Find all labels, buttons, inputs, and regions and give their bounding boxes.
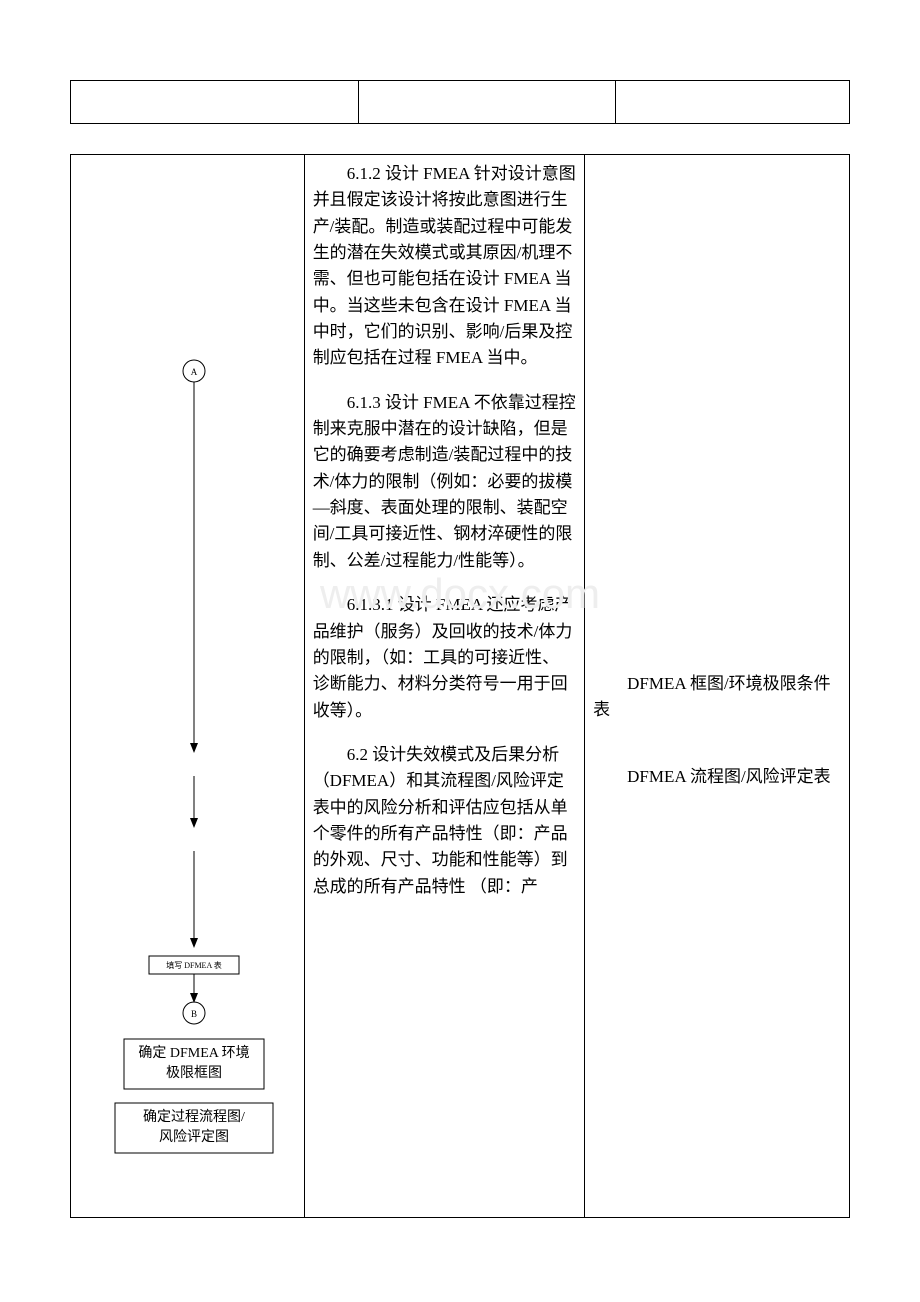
right-block: DFMEA 框图/环境极限条件表 DFMEA 流程图/风险评定表 [593,671,841,790]
box2-line1: 确定过程流程图/ [143,1110,245,1125]
box1-line1: 确定 DFMEA 环境 [138,1046,249,1061]
box1: 确定 DFMEA 环境 极限框图 [124,1044,264,1083]
col-output: DFMEA 框图/环境极限条件表 DFMEA 流程图/风险评定表 [585,155,850,1218]
para-613: 6.1.3 设计 FMEA 不依靠过程控制来克服中潜在的设计缺陷，但是它的确要考… [313,390,576,574]
col-flowchart: A [71,155,305,1218]
right-1: DFMEA 框图/环境极限条件表 [593,671,841,724]
fill-dfmea-label: 填写 DFMEA 表 [149,960,239,972]
top-empty-table [70,80,850,124]
top-cell-3 [616,81,850,124]
top-cell-2 [359,81,616,124]
node-b-label: B [191,1009,197,1019]
box1-line2: 极限框图 [166,1066,222,1081]
col-text: 6.1.2 设计 FMEA 针对设计意图并且假定该设计将按此意图进行生产/装配。… [304,155,584,1218]
box2: 确定过程流程图/ 风险评定图 [115,1108,273,1147]
node-a-label: A [191,367,198,377]
page: www.docx.com A [0,0,920,1302]
box2-line2: 风险评定图 [159,1130,229,1145]
top-cell-1 [71,81,359,124]
para-612: 6.1.2 设计 FMEA 针对设计意图并且假定该设计将按此意图进行生产/装配。… [313,161,576,372]
para-6131: 6.1.3.1 设计 FMEA 还应考虑产品维护（服务）及回收的技术/体力的限制… [313,592,576,724]
right-2: DFMEA 流程图/风险评定表 [593,764,841,790]
para-62: 6.2 设计失效模式及后果分析（DFMEA）和其流程图/风险评定表中的风险分析和… [313,742,576,900]
flowchart: A [79,161,296,1211]
main-table: A [70,154,850,1218]
